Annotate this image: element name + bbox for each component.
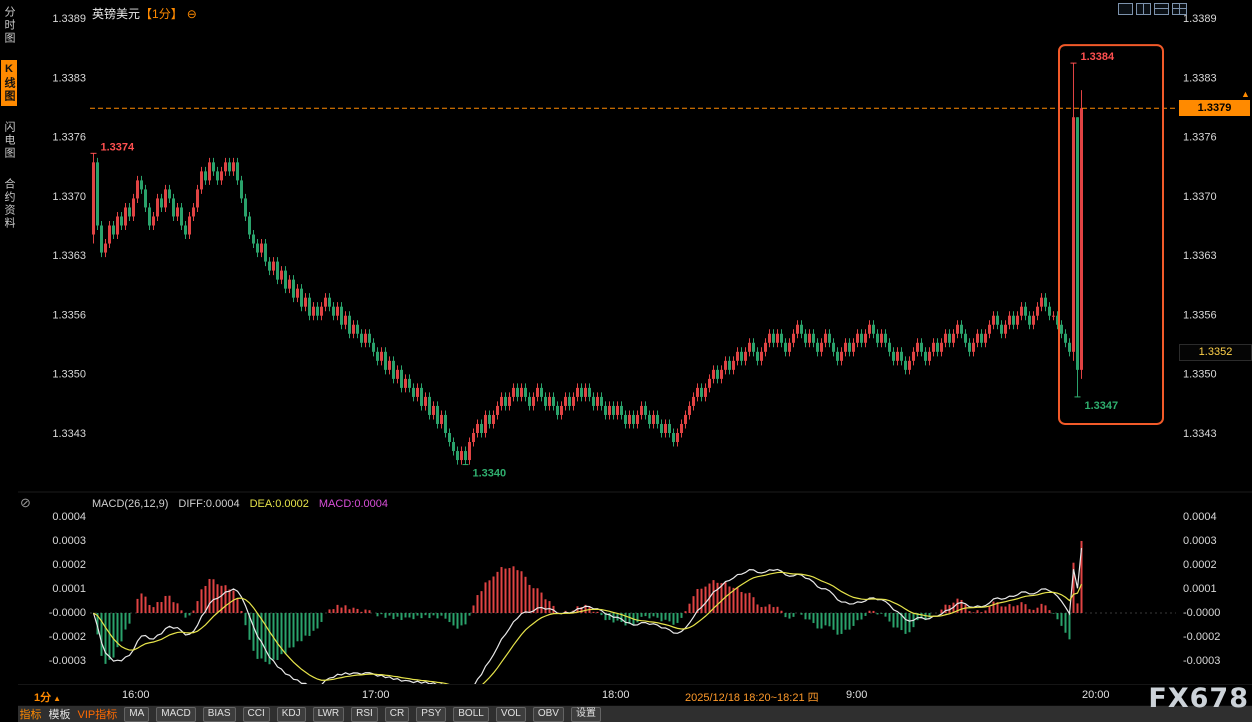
toolbar-item-macd[interactable]: MACD — [156, 706, 196, 722]
toolbar-item-lwr[interactable]: LWR — [312, 706, 345, 722]
svg-text:0.0001: 0.0001 — [52, 583, 86, 595]
indicator-panel-toggle-icon[interactable]: ⊘ — [20, 495, 31, 510]
time-tick: 20:00 — [1082, 689, 1110, 701]
svg-text:1.3376: 1.3376 — [1183, 132, 1217, 144]
svg-text:-0.0003: -0.0003 — [1183, 655, 1220, 667]
layout-two-pane-icon[interactable] — [1136, 3, 1151, 15]
svg-text:-0.0002: -0.0002 — [1183, 631, 1220, 643]
svg-text:1.3383: 1.3383 — [1183, 72, 1217, 84]
svg-text:1.3389: 1.3389 — [1183, 13, 1217, 25]
svg-text:0.0001: 0.0001 — [1183, 583, 1217, 595]
toolbar-item-psy[interactable]: PSY — [416, 706, 447, 722]
svg-text:1.3350: 1.3350 — [1183, 369, 1217, 381]
macd-header: MACD(26,12,9) DIFF:0.0004 DEA:0.0002 MAC… — [92, 498, 388, 510]
macd-params-label: MACD(26,12,9) — [92, 498, 169, 510]
sidebar-tab-time-sharing-chart[interactable]: 分时图 — [3, 6, 15, 45]
svg-text:1.3376: 1.3376 — [52, 132, 86, 144]
svg-text:1.3356: 1.3356 — [52, 309, 86, 321]
toolbar-item-rsi[interactable]: RSI — [351, 706, 378, 722]
svg-text:1.3343: 1.3343 — [1183, 428, 1217, 440]
toolbar-item-obv[interactable]: OBV — [532, 706, 564, 722]
svg-text:-0.0002: -0.0002 — [49, 631, 86, 643]
period-arrow-icon: ▲ — [53, 694, 62, 703]
macd-dea-value: DEA:0.0002 — [249, 498, 309, 510]
svg-text:-0.0003: -0.0003 — [49, 655, 86, 667]
interval-label: 【1分】 — [140, 7, 183, 21]
svg-text:1.3350: 1.3350 — [52, 369, 86, 381]
current-price-badge: 1.3379 — [1179, 100, 1250, 116]
time-axis: 1分 ▲ 2025/12/18 18:20~18:21 四 16:00 17:00 1… — [0, 684, 1252, 706]
price-annotation: 1.3374 — [101, 141, 136, 153]
symbol-name: 英镑美元 — [92, 7, 141, 21]
svg-text:0.0004: 0.0004 — [1183, 511, 1217, 523]
macd-macd-value: MACD:0.0004 — [318, 498, 388, 510]
crosshair-info: 2025/12/18 18:20~18:21 四 — [683, 689, 821, 705]
svg-text:1.3370: 1.3370 — [1183, 191, 1217, 203]
svg-text:0.0003: 0.0003 — [52, 535, 86, 547]
reference-price-badge: 1.3352 — [1179, 344, 1252, 361]
svg-text:1.3370: 1.3370 — [52, 191, 86, 203]
sidebar-tab-lightning-chart[interactable]: 闪电图 — [3, 121, 15, 160]
sidebar-tab-kline-chart[interactable]: K线图 — [1, 60, 17, 106]
macd-diff-value: DIFF:0.0004 — [178, 498, 240, 510]
price-axis-labels: 1.3389 1.3389 1.3383 1.3383 1.3376 1.3376 1.33… — [52, 13, 1216, 440]
dea-line — [93, 571, 1083, 689]
svg-text:0.0002: 0.0002 — [1183, 559, 1217, 571]
time-tick: 17:00 — [362, 689, 390, 701]
price-annotation: 1.3384 — [1081, 51, 1116, 63]
spike-highlight-box — [1058, 44, 1164, 425]
svg-text:1.3363: 1.3363 — [52, 250, 86, 262]
toolbar-item-vol[interactable]: VOL — [495, 706, 526, 722]
svg-text:-0.0000: -0.0000 — [1183, 607, 1220, 619]
svg-text:0.0002: 0.0002 — [52, 559, 86, 571]
svg-text:0.0003: 0.0003 — [1183, 535, 1217, 547]
toolbar-item-ma[interactable]: MA — [124, 706, 150, 722]
toolbar-item-settings[interactable]: 设置 — [570, 706, 601, 722]
chart-overlays: 1.3374 1.3340 1.3384 1.3347 — [0, 44, 1252, 493]
macd-axis-labels: 0.0004 0.0004 0.0003 0.0003 0.0002 0.0002 0.00… — [49, 511, 1221, 667]
price-up-arrow-icon: ▲ — [1241, 89, 1250, 99]
svg-text:1.3343: 1.3343 — [52, 428, 86, 440]
period-label: 1分 — [34, 692, 52, 704]
toolbar-item-bias[interactable]: BIAS — [202, 706, 236, 722]
svg-text:1.3363: 1.3363 — [1183, 250, 1217, 262]
toolbar-item-boll[interactable]: BOLL — [453, 706, 489, 722]
window-layout-icons — [1118, 3, 1187, 15]
candles — [92, 63, 1083, 465]
svg-text:1.3383: 1.3383 — [52, 72, 86, 84]
chart-title: 英镑美元【1分】 ⊖ — [92, 5, 197, 22]
time-tick: 18:00 — [602, 689, 630, 701]
watermark: FX678 — [1148, 683, 1249, 714]
toolbar-item-kdj[interactable]: KDJ — [276, 706, 306, 722]
svg-text:-0.0000: -0.0000 — [49, 607, 86, 619]
toolbar-item-cci[interactable]: CCI — [242, 706, 270, 722]
layout-four-pane-icon[interactable] — [1172, 3, 1187, 15]
macd-lines — [92, 547, 1083, 689]
toolbar-item-vip-indicators[interactable]: VIP指标 — [77, 709, 118, 721]
time-tick: 16:00 — [122, 689, 150, 701]
chart-settings-icon[interactable]: ⊖ — [186, 7, 197, 21]
layout-single-icon[interactable] — [1118, 3, 1133, 15]
svg-text:0.0004: 0.0004 — [52, 511, 86, 523]
price-annotation: 1.3340 — [473, 468, 507, 480]
sidebar-tab-contract-info[interactable]: 合约资料 — [3, 178, 15, 230]
price-annotation: 1.3347 — [1085, 400, 1119, 412]
svg-text:1.3356: 1.3356 — [1183, 309, 1217, 321]
diff-line — [92, 547, 1083, 689]
sidebar: 分时图 K线图闪电图合约资料 — [0, 0, 18, 722]
indicator-toolbar: ▤指标模板VIP指标MAMACDBIASCCIKDJLWRRSICRPSYBOL… — [0, 705, 1252, 722]
svg-text:1.3389: 1.3389 — [52, 13, 86, 25]
toolbar-item-templates[interactable]: 模板 — [48, 709, 71, 721]
layout-split-horizontal-icon[interactable] — [1154, 3, 1169, 15]
period-selector[interactable]: 1分 ▲ — [34, 689, 61, 705]
toolbar-item-cr[interactable]: CR — [384, 706, 410, 722]
time-tick: 9:00 — [846, 689, 868, 701]
